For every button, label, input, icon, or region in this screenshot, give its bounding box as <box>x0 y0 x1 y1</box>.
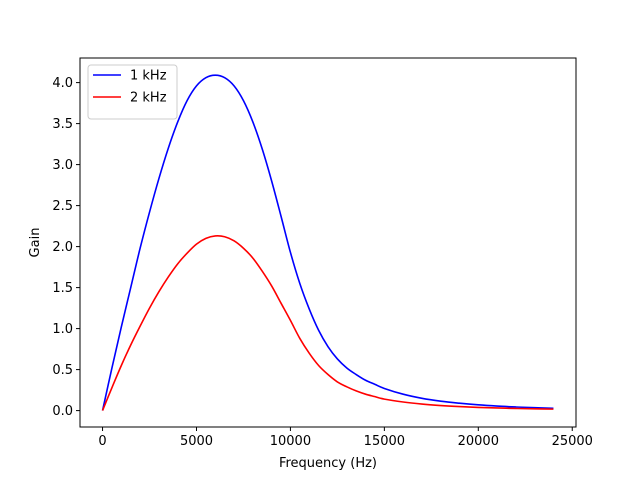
x-tick-label: 20000 <box>458 434 499 449</box>
y-tick-label: 3.5 <box>52 117 73 132</box>
x-tick-label: 15000 <box>364 434 405 449</box>
series-layer <box>101 74 554 411</box>
plot-area <box>79 57 577 428</box>
legend-box <box>87 64 178 120</box>
series-line-2 <box>101 235 554 411</box>
legend: 1 kHz 2 kHz <box>87 64 178 120</box>
x-tick-label: 5000 <box>180 434 213 449</box>
x-axis: 0 5000 10000 15000 20000 25000 <box>98 427 593 449</box>
x-tick-label: 0 <box>98 434 106 449</box>
x-tick-label: 10000 <box>270 434 311 449</box>
series-line-1 <box>101 74 554 411</box>
legend-label: 1 kHz <box>130 69 167 84</box>
x-axis-label: Frequency (Hz) <box>279 456 377 471</box>
y-tick-label: 2.0 <box>52 240 73 255</box>
y-tick-label: 0.5 <box>52 363 73 378</box>
y-tick-label: 0.0 <box>52 404 73 419</box>
y-axis: 0.0 0.5 1.0 1.5 2.0 2.5 3.0 3.5 4.0 <box>52 76 80 419</box>
y-tick-label: 4.0 <box>52 76 73 91</box>
y-axis-label: Gain <box>28 228 43 258</box>
y-tick-label: 1.5 <box>52 281 73 296</box>
y-tick-label: 2.5 <box>52 199 73 214</box>
x-tick-label: 25000 <box>552 434 593 449</box>
legend-label: 2 kHz <box>130 91 167 106</box>
y-tick-label: 1.0 <box>52 322 73 337</box>
plot-frame <box>79 57 577 428</box>
y-tick-label: 3.0 <box>52 158 73 173</box>
